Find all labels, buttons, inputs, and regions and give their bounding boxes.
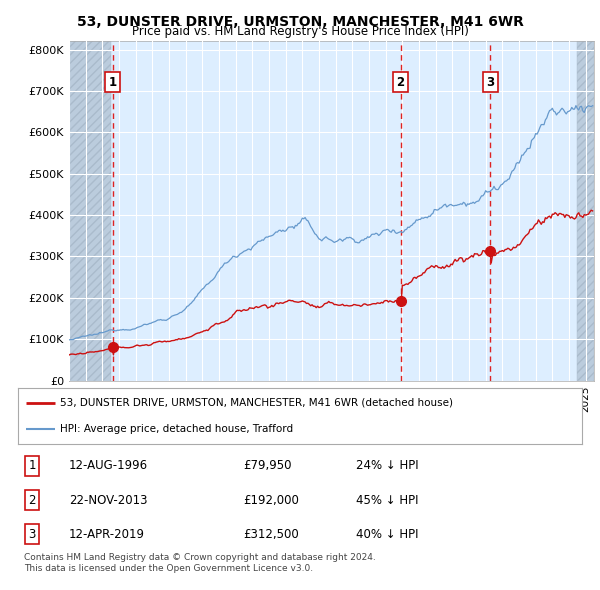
Text: Price paid vs. HM Land Registry's House Price Index (HPI): Price paid vs. HM Land Registry's House … [131, 25, 469, 38]
Text: 53, DUNSTER DRIVE, URMSTON, MANCHESTER, M41 6WR (detached house): 53, DUNSTER DRIVE, URMSTON, MANCHESTER, … [60, 398, 454, 408]
Text: £79,950: £79,950 [244, 460, 292, 473]
Text: 2: 2 [397, 76, 404, 88]
Text: 53, DUNSTER DRIVE, URMSTON, MANCHESTER, M41 6WR: 53, DUNSTER DRIVE, URMSTON, MANCHESTER, … [77, 15, 523, 29]
Text: 12-APR-2019: 12-APR-2019 [69, 527, 145, 540]
Text: £192,000: £192,000 [244, 493, 299, 507]
Text: 3: 3 [28, 527, 36, 540]
Bar [577, 41, 594, 381]
Text: HPI: Average price, detached house, Trafford: HPI: Average price, detached house, Traf… [60, 424, 293, 434]
Text: 3: 3 [486, 76, 494, 88]
Text: 1: 1 [28, 460, 36, 473]
Bar [69, 41, 110, 381]
Text: £312,500: £312,500 [244, 527, 299, 540]
Text: 1: 1 [109, 76, 116, 88]
Text: 2: 2 [28, 493, 36, 507]
Text: 40% ↓ HPI: 40% ↓ HPI [356, 527, 419, 540]
Text: 22-NOV-2013: 22-NOV-2013 [69, 493, 147, 507]
Text: 24% ↓ HPI: 24% ↓ HPI [356, 460, 419, 473]
Text: 45% ↓ HPI: 45% ↓ HPI [356, 493, 419, 507]
Text: Contains HM Land Registry data © Crown copyright and database right 2024.
This d: Contains HM Land Registry data © Crown c… [24, 553, 376, 573]
Text: 12-AUG-1996: 12-AUG-1996 [69, 460, 148, 473]
